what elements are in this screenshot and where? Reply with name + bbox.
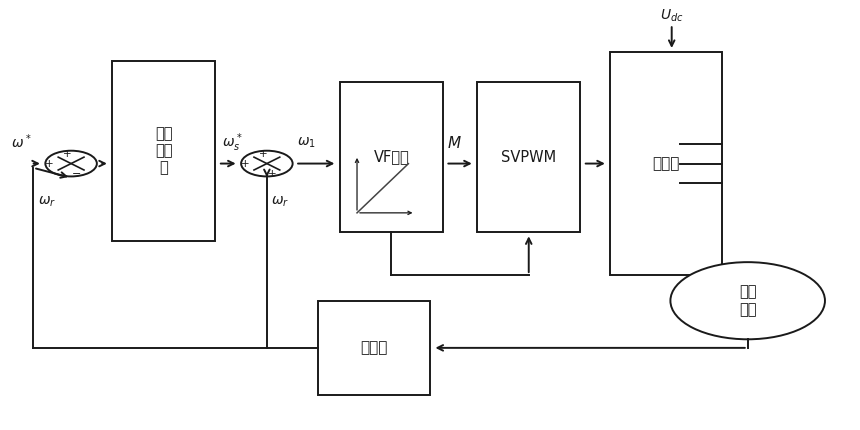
FancyBboxPatch shape bbox=[611, 52, 722, 275]
Text: −: − bbox=[71, 169, 81, 178]
Text: +: + bbox=[267, 169, 276, 178]
Text: 感应
电机: 感应 电机 bbox=[739, 285, 757, 317]
FancyBboxPatch shape bbox=[113, 61, 215, 241]
Text: $\omega_r$: $\omega_r$ bbox=[38, 195, 56, 209]
Text: 逆变器: 逆变器 bbox=[653, 156, 679, 171]
Circle shape bbox=[46, 150, 97, 176]
Text: $U_{dc}$: $U_{dc}$ bbox=[660, 7, 684, 24]
FancyBboxPatch shape bbox=[477, 82, 581, 232]
Text: SVPWM: SVPWM bbox=[501, 150, 556, 165]
Text: +: + bbox=[45, 159, 53, 169]
Text: 编码器: 编码器 bbox=[360, 341, 388, 355]
Circle shape bbox=[241, 150, 292, 176]
Text: $\omega_s^*$: $\omega_s^*$ bbox=[222, 132, 243, 154]
FancyBboxPatch shape bbox=[340, 82, 443, 232]
Text: +: + bbox=[259, 149, 267, 159]
Text: +: + bbox=[241, 159, 249, 169]
Text: +: + bbox=[63, 149, 71, 159]
Text: $\omega^*$: $\omega^*$ bbox=[11, 133, 32, 151]
Text: 免疫
控制
器: 免疫 控制 器 bbox=[155, 126, 173, 175]
Text: $M$: $M$ bbox=[447, 135, 462, 151]
Text: $\omega_1$: $\omega_1$ bbox=[297, 136, 316, 150]
Circle shape bbox=[671, 262, 825, 339]
Text: VF曲线: VF曲线 bbox=[373, 150, 409, 165]
FancyBboxPatch shape bbox=[318, 301, 430, 395]
Text: $\omega_r$: $\omega_r$ bbox=[271, 195, 289, 209]
